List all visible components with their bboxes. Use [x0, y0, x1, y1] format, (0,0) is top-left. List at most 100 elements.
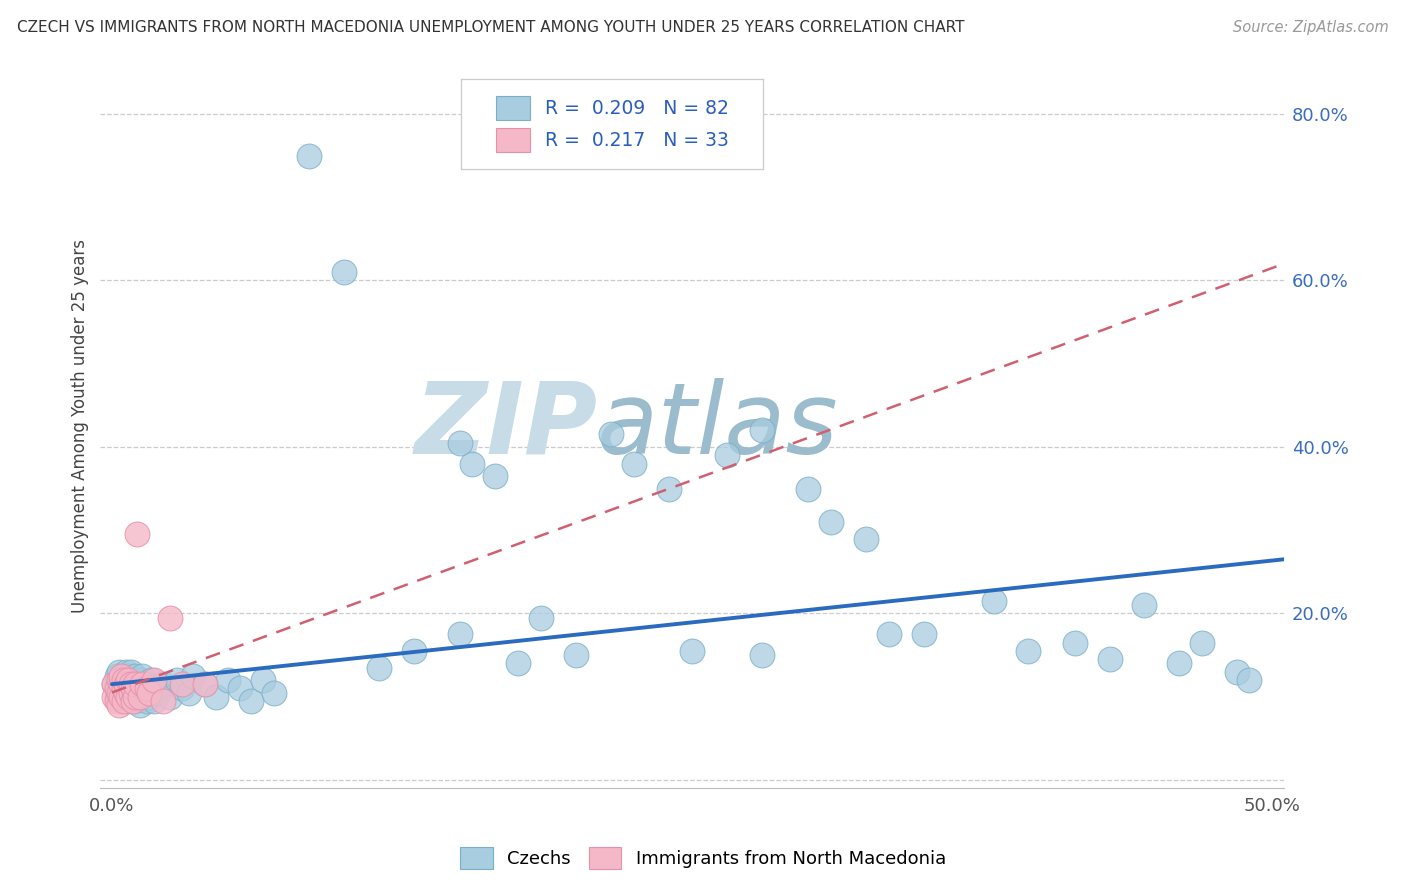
Point — [449, 435, 471, 450]
Point — [120, 685, 142, 699]
Point — [751, 648, 773, 662]
Point — [460, 457, 482, 471]
Point — [152, 694, 174, 708]
Point — [127, 677, 149, 691]
Point — [121, 685, 143, 699]
Point — [194, 677, 217, 691]
Text: CZECH VS IMMIGRANTS FROM NORTH MACEDONIA UNEMPLOYMENT AMONG YOUTH UNDER 25 YEARS: CZECH VS IMMIGRANTS FROM NORTH MACEDONIA… — [17, 20, 965, 35]
Point — [131, 677, 153, 691]
Point — [751, 423, 773, 437]
Point — [145, 681, 167, 696]
Point — [170, 677, 193, 691]
Point — [117, 690, 139, 704]
Point — [127, 527, 149, 541]
Point — [181, 669, 204, 683]
Text: ZIP: ZIP — [415, 377, 598, 475]
Point — [115, 677, 138, 691]
Point — [108, 698, 131, 712]
Point — [131, 685, 153, 699]
Point — [983, 594, 1005, 608]
Point — [217, 673, 239, 687]
Point — [115, 685, 138, 699]
Point — [135, 677, 157, 691]
Y-axis label: Unemployment Among Youth under 25 years: Unemployment Among Youth under 25 years — [72, 239, 89, 613]
Point — [105, 694, 128, 708]
Point — [623, 457, 645, 471]
Point — [298, 148, 321, 162]
Point — [240, 694, 263, 708]
Point — [124, 669, 146, 683]
Point — [820, 515, 842, 529]
Point — [112, 673, 135, 687]
Point — [115, 690, 138, 704]
Point — [142, 673, 165, 687]
Point — [138, 685, 160, 699]
Point — [599, 427, 621, 442]
Point — [128, 698, 150, 712]
Point — [108, 685, 131, 699]
Point — [135, 681, 157, 696]
Point — [402, 644, 425, 658]
Point — [112, 681, 135, 696]
Point — [170, 681, 193, 696]
Point — [117, 681, 139, 696]
Point — [103, 677, 125, 691]
Point — [194, 677, 217, 691]
Point — [128, 690, 150, 704]
Point — [112, 681, 135, 696]
Point — [131, 669, 153, 683]
Point — [1063, 635, 1085, 649]
Point — [367, 660, 389, 674]
Point — [110, 669, 132, 683]
Point — [117, 669, 139, 683]
Point — [159, 690, 181, 704]
Point — [117, 673, 139, 687]
Point — [252, 673, 274, 687]
Point — [124, 681, 146, 696]
Point — [716, 448, 738, 462]
Point — [115, 677, 138, 691]
Point — [120, 677, 142, 691]
Point — [127, 690, 149, 704]
Point — [103, 677, 125, 691]
Point — [110, 677, 132, 691]
Point — [228, 681, 250, 696]
Point — [912, 627, 935, 641]
Legend: Czechs, Immigrants from North Macedonia: Czechs, Immigrants from North Macedonia — [453, 839, 953, 876]
Point — [1237, 673, 1260, 687]
Point — [141, 673, 163, 687]
Point — [159, 610, 181, 624]
Point — [121, 694, 143, 708]
Point — [105, 690, 128, 704]
Point — [108, 665, 131, 679]
Point — [1017, 644, 1039, 658]
Point — [681, 644, 703, 658]
Point — [117, 694, 139, 708]
Point — [797, 482, 820, 496]
Point — [112, 694, 135, 708]
Point — [128, 673, 150, 687]
Point — [115, 665, 138, 679]
Point — [877, 627, 900, 641]
Point — [1168, 657, 1191, 671]
Point — [205, 690, 228, 704]
Point — [120, 665, 142, 679]
Point — [120, 690, 142, 704]
Point — [1133, 598, 1156, 612]
Point — [658, 482, 681, 496]
Point — [152, 677, 174, 691]
Point — [124, 677, 146, 691]
Point — [105, 681, 128, 696]
Point — [124, 694, 146, 708]
Point — [142, 694, 165, 708]
Point — [333, 265, 356, 279]
Point — [135, 694, 157, 708]
Point — [1098, 652, 1121, 666]
Point — [855, 532, 877, 546]
Point — [530, 610, 553, 624]
Point — [148, 685, 170, 699]
Point — [134, 681, 156, 696]
Point — [121, 673, 143, 687]
Point — [124, 690, 146, 704]
Point — [138, 690, 160, 704]
